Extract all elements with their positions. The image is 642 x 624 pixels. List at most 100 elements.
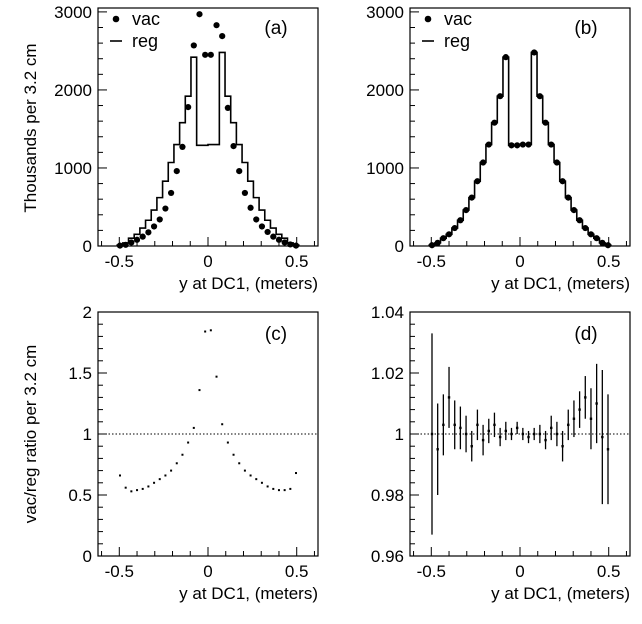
y-tick-label: 1000: [366, 159, 404, 178]
data-point-ratio: [487, 429, 490, 433]
data-point-ratio: [498, 435, 502, 439]
data-point-ratio: [232, 453, 235, 456]
data-point-ratio: [481, 438, 485, 442]
y-tick-label: 0: [395, 237, 404, 256]
data-point-ratio: [584, 396, 587, 399]
data-point-ratio: [158, 478, 161, 481]
x-tick-label: 0.5: [597, 252, 621, 271]
data-point-vac: [247, 204, 254, 211]
data-point-ratio: [459, 426, 462, 430]
data-point-vac: [133, 236, 141, 243]
data-point-vac: [281, 239, 288, 246]
panel-tag: (a): [264, 18, 287, 39]
panel-tag: (b): [574, 18, 597, 39]
data-point-vac: [241, 189, 249, 197]
y-tick-label: 3000: [54, 3, 92, 22]
y-tick-label: 1: [83, 425, 92, 444]
data-point-vac: [150, 223, 158, 230]
data-point-vac: [128, 239, 135, 246]
data-point-ratio: [198, 389, 201, 392]
y-tick-label: 2000: [366, 81, 404, 100]
legend-label: vac: [444, 9, 472, 29]
data-point-ratio: [283, 489, 286, 492]
y-tick-label: 2: [83, 303, 92, 322]
x-tick-label: -0.5: [417, 252, 446, 271]
data-point-vac: [179, 143, 186, 150]
data-point-vac: [202, 51, 209, 58]
y-tick-label: 1.5: [68, 364, 92, 383]
data-point-ratio: [521, 432, 525, 436]
y-tick-label: 1000: [54, 159, 92, 178]
data-point-ratio: [589, 417, 593, 420]
data-point-ratio: [221, 423, 224, 426]
data-point-ratio: [464, 432, 468, 436]
data-point-vac: [230, 143, 237, 150]
data-point-ratio: [141, 487, 144, 490]
data-point-vac: [213, 22, 220, 29]
data-point-ratio: [606, 448, 610, 451]
data-point-vac: [162, 205, 169, 212]
x-tick-label: 0: [203, 252, 212, 271]
data-point-ratio: [226, 441, 229, 444]
legend-label: reg: [132, 31, 158, 51]
panel-tag: (d): [574, 324, 597, 345]
data-point-ratio: [447, 396, 451, 399]
data-point-ratio: [147, 485, 150, 488]
x-tick-label: 0: [515, 562, 524, 581]
legend-label: reg: [444, 31, 470, 51]
data-point-ratio: [119, 474, 121, 477]
data-point-ratio: [567, 423, 570, 427]
series-line-reg: [428, 51, 612, 247]
data-point-ratio: [476, 423, 479, 427]
data-point-vac: [270, 233, 277, 240]
data-point-ratio: [504, 429, 508, 433]
data-point-vac: [196, 11, 203, 18]
y-tick-label: 0.96: [371, 547, 404, 566]
y-tick-label: 1.04: [371, 303, 404, 322]
x-tick-label: 0.5: [597, 562, 621, 581]
x-tick-label: -0.5: [105, 252, 134, 271]
data-point-ratio: [204, 330, 207, 333]
data-point-ratio: [470, 445, 473, 448]
y-tick-label: 0.5: [68, 486, 92, 505]
y-tick-label: 1.02: [371, 364, 404, 383]
data-point-ratio: [578, 408, 581, 411]
legend-marker-dot: [424, 15, 432, 23]
data-point-ratio: [192, 426, 195, 429]
y-tick-label: 1: [395, 425, 404, 444]
data-point-ratio: [255, 478, 258, 481]
data-point-ratio: [544, 438, 547, 442]
panel-tag: (c): [265, 324, 287, 345]
x-axis-label: y at DC1, (meters): [179, 584, 318, 603]
data-point-ratio: [595, 402, 598, 405]
data-point-ratio: [170, 469, 173, 472]
data-point-vac: [207, 51, 214, 58]
y-tick-label: 2000: [54, 81, 92, 100]
data-point-ratio: [493, 423, 496, 427]
chart-panel: -0.5 0 0.5 0 1000 2000 3000 y at DC1, (meters) (…: [366, 3, 631, 293]
chart-panel: -0.5 0 0.5 0 1000 2000 3000 y at DC1, (meters) T…: [21, 3, 319, 293]
chart-panel: -0.5 0 0.5 0.96 0.98 1 1.02 1.04 y at DC1, (mete…: [371, 303, 631, 603]
y-tick-label: 0: [83, 547, 92, 566]
data-point-ratio: [209, 329, 212, 332]
x-tick-label: -0.5: [105, 562, 134, 581]
data-point-ratio: [124, 486, 127, 489]
data-point-vac: [219, 32, 226, 40]
x-axis-label: y at DC1, (meters): [179, 274, 318, 293]
data-point-ratio: [430, 432, 434, 436]
data-point-ratio: [181, 453, 184, 456]
data-point-vac: [185, 104, 192, 111]
data-point-ratio: [532, 432, 536, 436]
x-axis-label: y at DC1, (meters): [491, 584, 630, 603]
legend-marker-dot: [112, 15, 120, 23]
data-point-vac: [264, 228, 271, 236]
y-axis-label: vac/reg ratio per 3.2 cm: [21, 345, 40, 524]
data-point-ratio: [175, 462, 178, 465]
data-point-ratio: [260, 481, 263, 484]
data-point-vac: [167, 189, 175, 197]
data-point-ratio: [555, 432, 559, 436]
data-point-ratio: [550, 426, 553, 430]
data-point-ratio: [130, 490, 133, 493]
data-point-ratio: [515, 426, 519, 430]
